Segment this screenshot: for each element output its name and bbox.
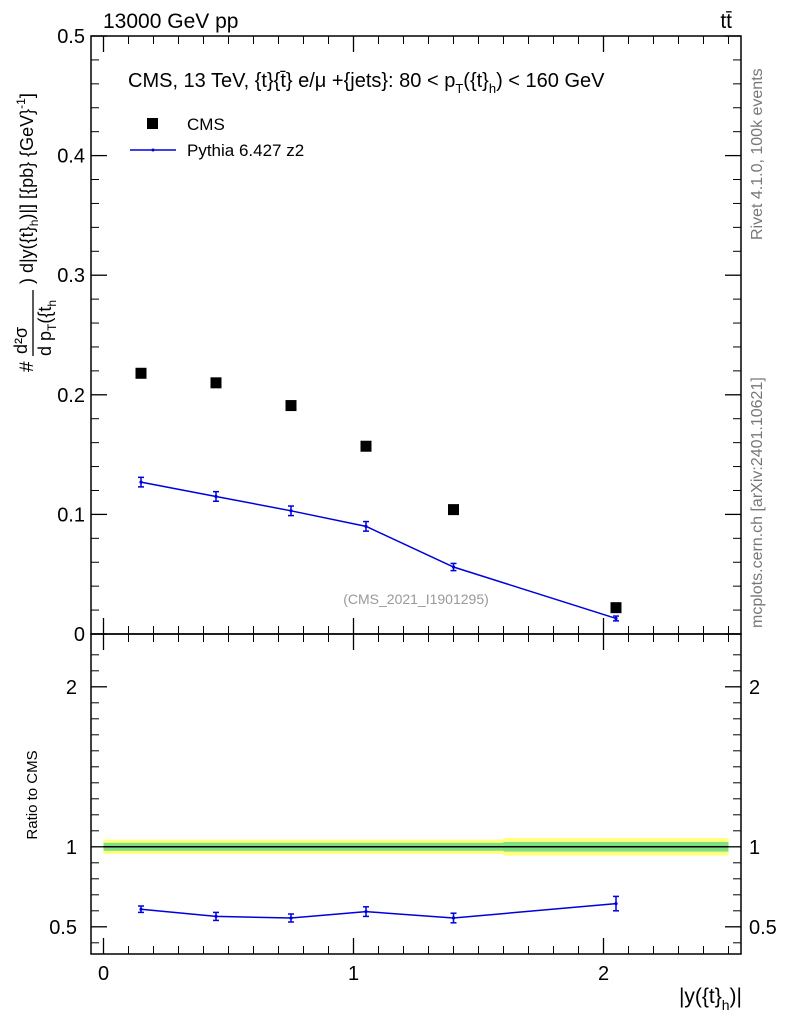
title-end: ) < 160 GeV: [496, 70, 605, 92]
cms-data-point: [360, 440, 372, 452]
main-ytick-label: 0.1: [57, 504, 85, 526]
ratio-pythia-line: [140, 902, 617, 919]
legend-pythia-marker: [151, 148, 155, 152]
ratio-frame: [90, 633, 742, 955]
main-panel: 0 0.1 0.2 0.3 0.4 0.5 CMS, 13 TeV, {t}{t̄} e/…: [11, 26, 742, 646]
main-ytick-label: 0.4: [57, 146, 85, 168]
svg-text:#: #: [17, 361, 38, 372]
pythia-point: [614, 616, 618, 621]
legend-cms-marker: [147, 118, 158, 129]
ylabel-denominator: d pT({th: [35, 300, 59, 356]
mcplots-label: mcplots.cern.ch [arXiv:2401.10621]: [749, 377, 766, 628]
main-ytick-label: 0.5: [57, 26, 85, 48]
title-sub-h: h: [489, 81, 496, 96]
ratio-y-axis: 0.5 0.5 1 1 2 2: [49, 654, 777, 944]
cms-data-point: [610, 602, 622, 614]
ratio-ytick-label-right: 0.5: [749, 917, 777, 939]
ratio-pythia-point: [289, 916, 293, 920]
main-ytick-label: 0.3: [57, 265, 85, 287]
ylabel-rest: ) d|y({t}h)|] [{pb} {GeV}-1]: [14, 93, 41, 284]
ratio-x-axis: 0 1 2: [98, 634, 729, 985]
ylabel-numerator: d²σ: [11, 327, 31, 354]
process-label: tt̄: [720, 10, 732, 33]
pythia-point: [451, 565, 456, 569]
main-y-axis: 0 0.1 0.2 0.3 0.4 0.5: [57, 26, 741, 646]
title-mid: ({t}: [463, 70, 489, 92]
main-ytick-label: 0.2: [57, 385, 85, 407]
main-x-ticks: [102, 36, 729, 634]
rivet-label: Rivet 4.1.0, 100k events: [749, 68, 766, 240]
ratio-pythia-point: [214, 914, 218, 919]
title-main: CMS, 13 TeV, {t}{t̄} e/μ +{jets}: 80 < p: [128, 70, 455, 92]
legend: CMS Pythia 6.427 z2: [130, 115, 304, 160]
ratio-panel: 0.5 0.5 1 1 2 2 0 1 2 Ratio to CMS |y({t}h)|: [24, 633, 777, 1013]
ratio-ytick-label: 2: [66, 677, 77, 699]
x-axis-label: |y({t}h)|: [679, 985, 742, 1013]
ratio-xtick-label: 0: [98, 963, 109, 985]
ratio-xtick-label: 1: [348, 963, 359, 985]
pythia-point: [214, 494, 218, 499]
pythia-point: [364, 524, 368, 528]
pythia-point: [139, 480, 143, 484]
ratio-y-label: Ratio to CMS: [24, 750, 41, 839]
ylabel-hash: #: [17, 361, 38, 372]
ratio-pythia-point: [614, 902, 618, 906]
ratio-ytick-label-right: 2: [749, 677, 760, 699]
energy-label: 13000 GeV pp: [103, 10, 238, 33]
title-sub-t: T: [455, 81, 463, 96]
pythia-line: [140, 481, 617, 620]
cms-data-point: [448, 504, 459, 516]
ratio-pythia-point: [139, 907, 143, 911]
cms-data-point: [210, 377, 222, 389]
ratio-ytick-label-right: 1: [749, 837, 760, 859]
chart-title: CMS, 13 TeV, {t}{t̄} e/μ +{jets}: 80 < p…: [128, 70, 605, 96]
ratio-pythia-point: [451, 916, 456, 920]
analysis-watermark: (CMS_2021_I1901295): [343, 591, 489, 607]
legend-pythia-label: Pythia 6.427 z2: [187, 141, 304, 160]
ratio-ytick-label: 1: [66, 837, 77, 859]
cms-data-point: [135, 367, 147, 379]
main-y-label: # d²σ d pT({th ) d|y({t}h)|] [{pb} {GeV}…: [11, 93, 59, 372]
cms-data-point: [285, 400, 297, 412]
ratio-pythia-point: [364, 910, 368, 914]
ratio-series: [138, 895, 619, 924]
legend-cms-label: CMS: [187, 115, 225, 134]
pythia-point: [289, 509, 293, 513]
ratio-ytick-label: 0.5: [49, 917, 77, 939]
ratio-xtick-label: 2: [598, 963, 609, 985]
ratio-uncertainty-bands: [103, 838, 729, 856]
main-series: [135, 367, 622, 622]
main-ytick-label: 0: [74, 624, 85, 646]
